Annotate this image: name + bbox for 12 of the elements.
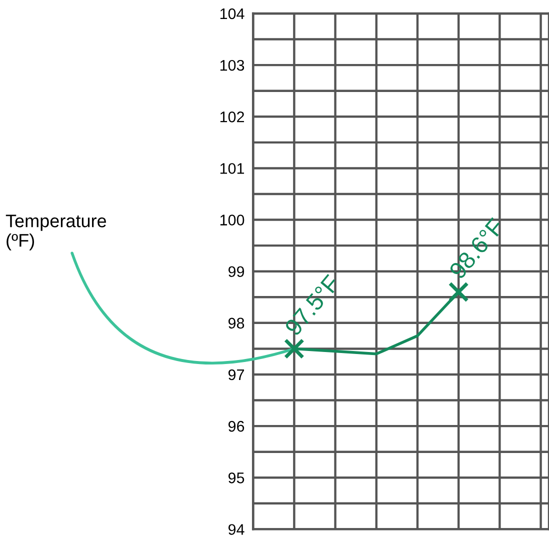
y-tick-label: 99 xyxy=(228,266,244,278)
y-tick-label: 94 xyxy=(228,524,244,535)
text: Temperature (ºF) xyxy=(6,214,106,250)
y-tick-label: 100 xyxy=(220,214,244,226)
y-tick-label: 95 xyxy=(228,472,244,484)
y-tick-label: 104 xyxy=(220,8,244,20)
y-tick-label: 101 xyxy=(220,163,244,174)
y-tick-label: 97 xyxy=(228,369,244,380)
y-tick-label: 96 xyxy=(228,420,244,432)
y-tick-label: 102 xyxy=(220,112,244,122)
y-tick-label: 103 xyxy=(220,60,244,71)
y-tick-label: 98 xyxy=(228,318,244,329)
